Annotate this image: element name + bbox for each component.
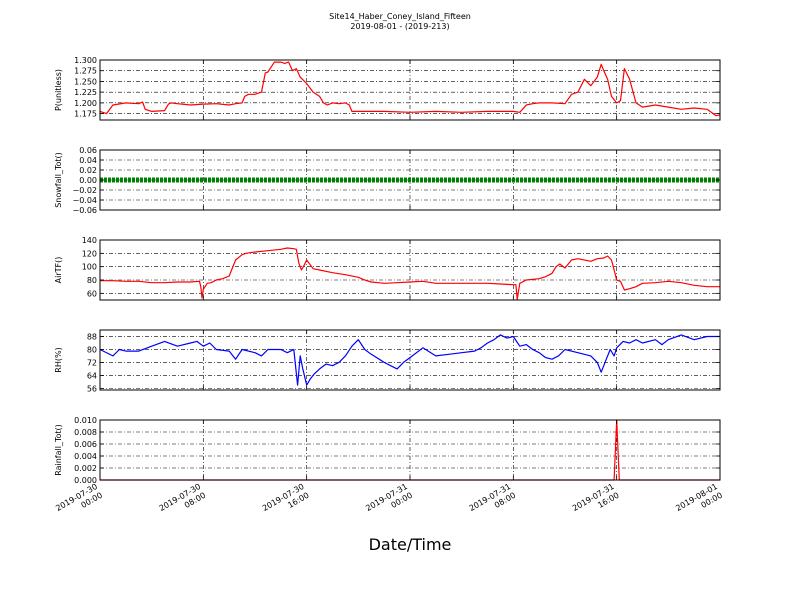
y-axis-label: Rainfall_Tot() [54,424,63,476]
y-tick-label: 0.00 [79,176,97,185]
y-tick-label: 80 [87,276,97,285]
y-tick-label: 1.300 [74,56,97,65]
y-tick-label: 0.006 [74,440,97,449]
y-axis-label: Snowfall_Tot() [54,152,63,208]
y-tick-label: 56 [87,384,97,393]
y-tick-label: 1.275 [74,67,97,76]
y-tick-label: 140 [82,236,97,245]
y-tick-label: 88 [87,332,97,341]
panel-rainfall: 0.000 0.002 0.004 0.006 0.008 0.010 Rainfall_T… [54,416,721,485]
y-tick-label: 1.250 [74,77,97,86]
y-tick-label: 1.175 [74,110,97,119]
chart-subtitle: 2019-08-01 - (2019-213) [350,22,449,31]
y-tick-label: 0.02 [79,166,97,175]
series-line [99,61,721,117]
y-tick-label: 0.010 [74,416,97,425]
y-tick-label: 64 [87,371,97,380]
series-line [99,334,720,386]
y-tick-label: 1.225 [74,88,97,97]
y-tick-label: 80 [87,345,97,354]
y-tick-label: 0.002 [74,464,97,473]
y-tick-label: 60 [87,289,97,298]
panel-relative-humidity: 56 64 72 80 88 RH(%) [54,329,721,393]
panel-air-temperature: 60 80 100 120 140 AirTF() [54,236,721,301]
y-tick-label: 72 [87,358,97,367]
y-tick-label: 1.200 [74,99,97,108]
y-tick-label: 100 [82,263,97,272]
y-tick-label: 120 [82,249,97,258]
y-tick-label: 0.06 [79,146,97,155]
y-tick-label: 0.004 [74,452,97,461]
panel-snowfall: −0.06−0.04−0.020.000.020.040.06 Snowfall_… [54,146,721,215]
chart-title: Site14_Haber_Coney_Island_Fifteen [329,12,471,21]
x-axis-label: Date/Time [369,535,452,554]
y-axis-label: P(unitless) [54,69,63,111]
y-tick-label: 0.008 [74,428,97,437]
y-tick-label: 0.000 [74,476,97,485]
y-axis-label: RH(%) [54,347,63,372]
y-tick-label: −0.06 [72,206,97,215]
y-tick-label: −0.04 [72,196,97,205]
series-line [100,247,720,300]
y-tick-label: 0.04 [79,156,97,165]
y-tick-label: −0.02 [72,186,97,195]
y-axis-label: AirTF() [54,257,63,284]
